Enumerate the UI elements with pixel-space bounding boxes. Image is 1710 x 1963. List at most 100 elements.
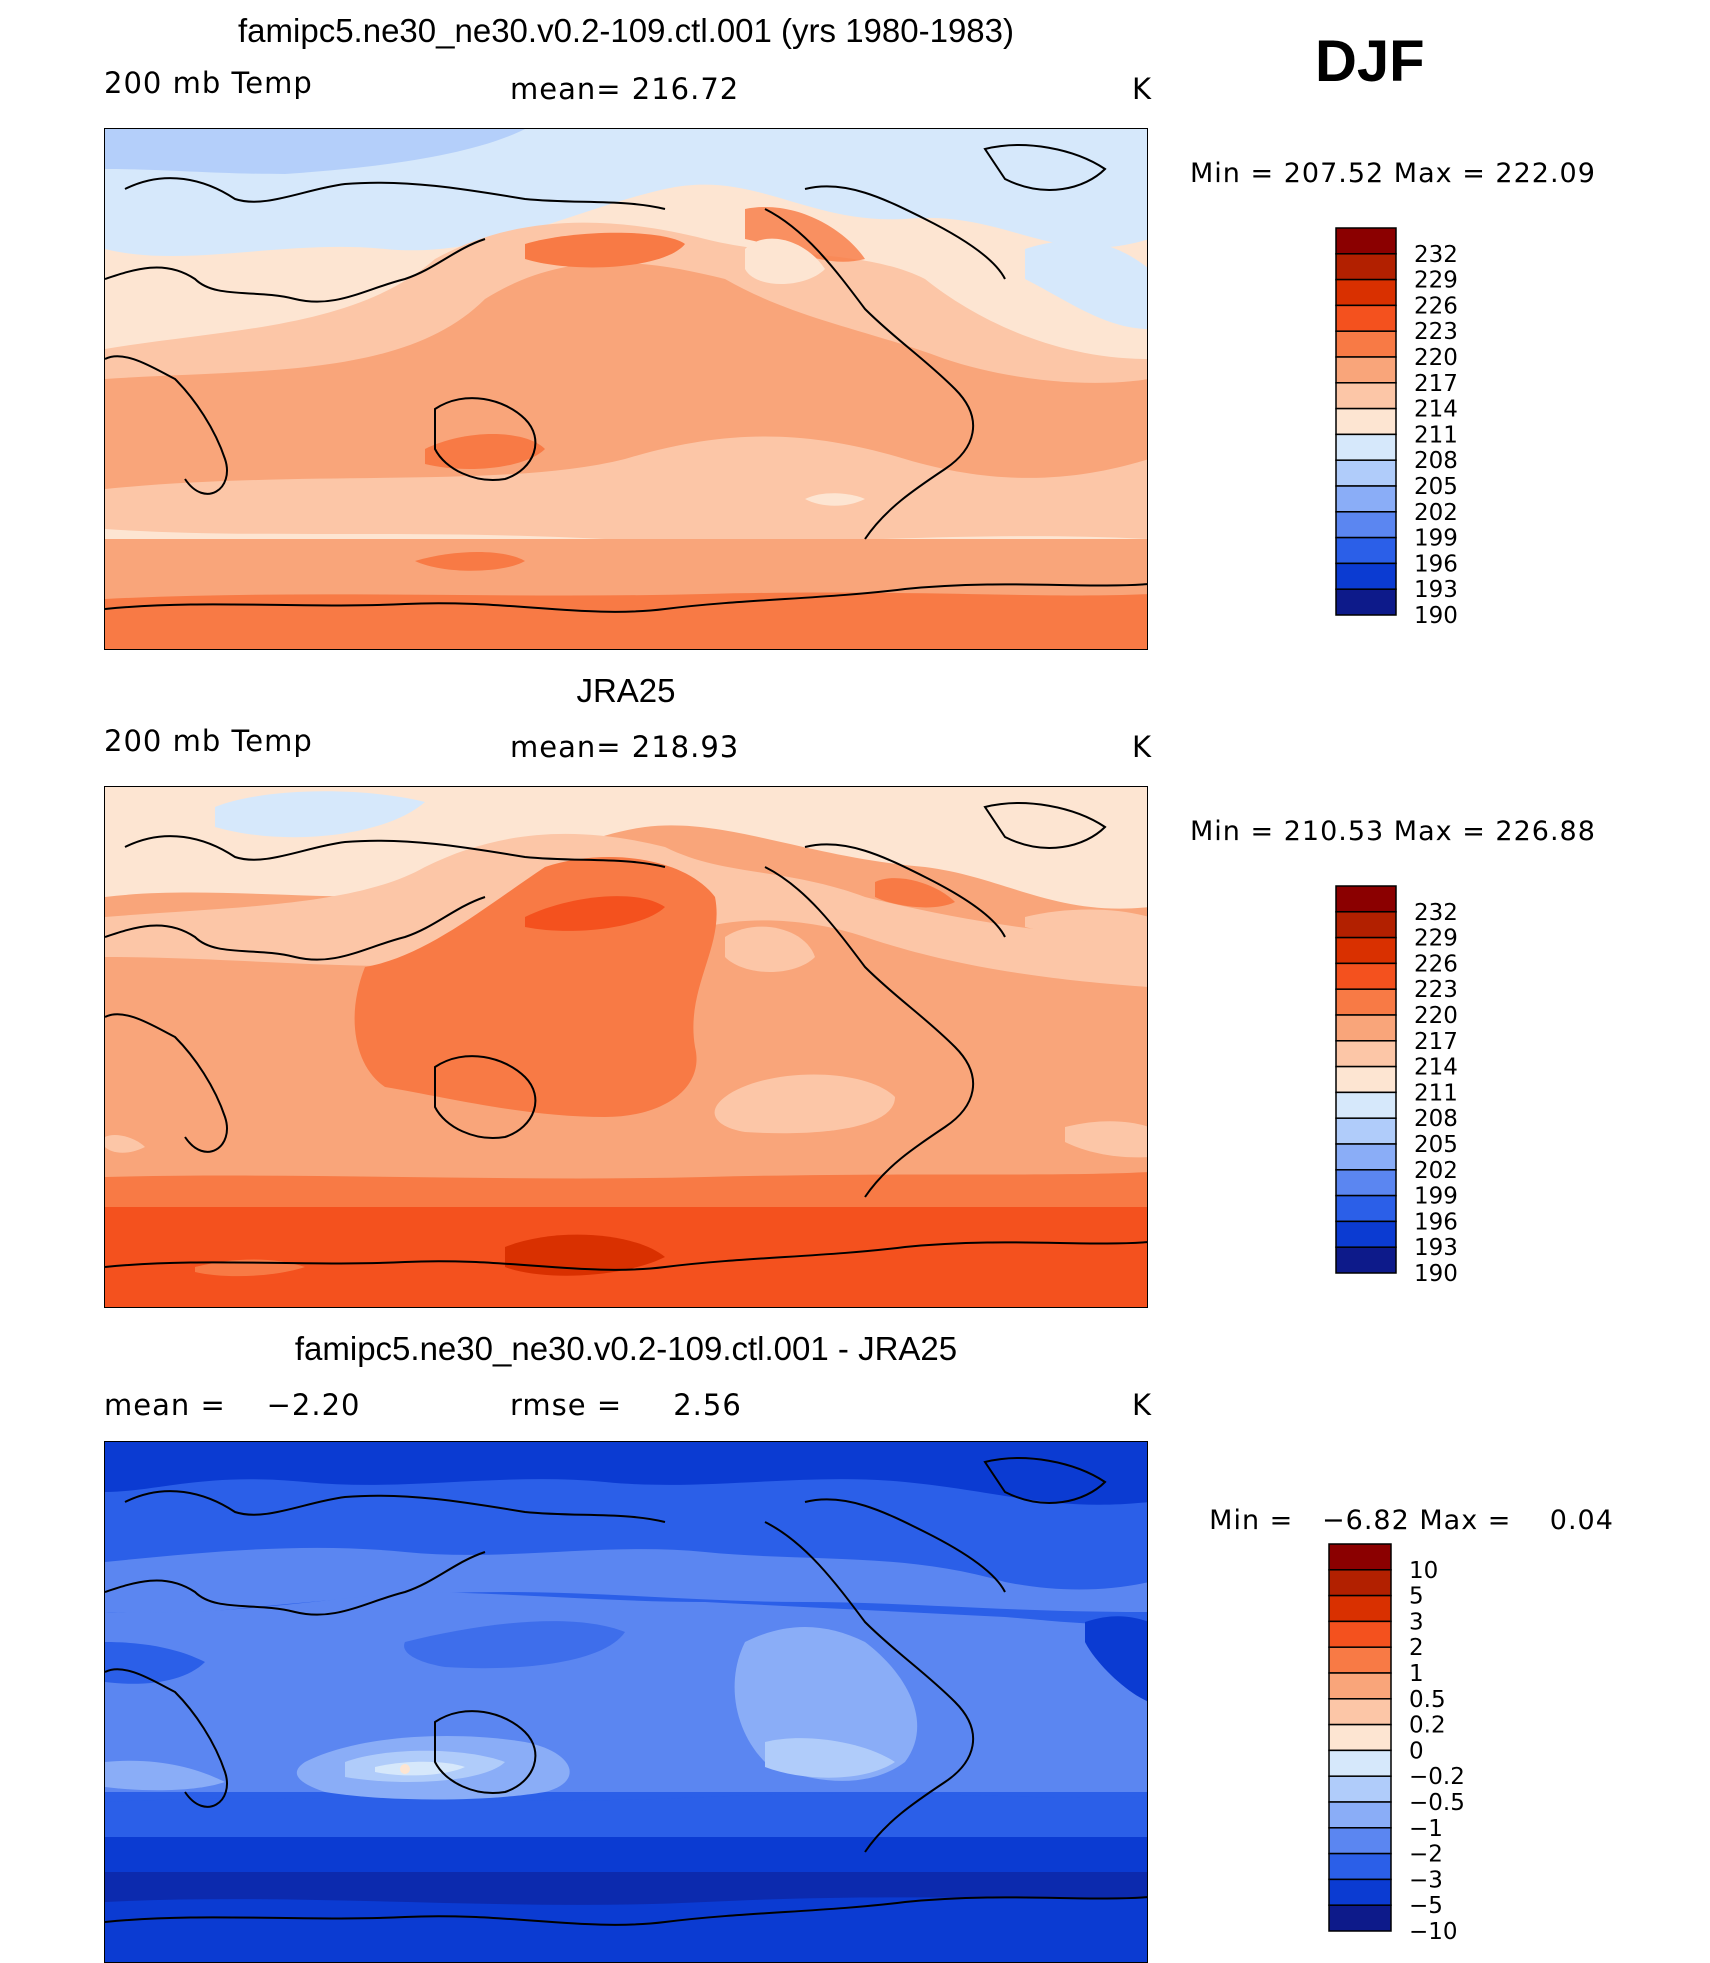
colorbar-3-tick-label: −0.5 [1409, 1790, 1465, 1816]
colorbar-2-box-10 [1335, 1143, 1397, 1171]
colorbar-2-box-14 [1335, 1246, 1397, 1274]
colorbar-2-box-0 [1335, 885, 1397, 913]
panel1-minmax: Min = 207.52 Max = 222.09 [1190, 158, 1596, 189]
colorbar-2-tick-label: 199 [1414, 1184, 1458, 1210]
panel2-map [104, 786, 1148, 1308]
colorbar-3-box-7 [1328, 1723, 1392, 1752]
colorbar-3-tick-label: −5 [1409, 1893, 1443, 1919]
colorbar-3-box-8 [1328, 1749, 1392, 1777]
colorbar-1-box-12 [1335, 536, 1397, 565]
panel3-coastlines [105, 1457, 1147, 1926]
colorbar-1-tick-label: 199 [1414, 526, 1458, 552]
colorbar-2-tick-label: 193 [1414, 1235, 1458, 1261]
colorbar-1-box-11 [1335, 511, 1397, 539]
colorbar-2-box-1 [1335, 911, 1397, 939]
panel3-colorbar: 10 5 3 2 1 0.5 0.2 0 −0.2 −0.5 −1 −2 −3 −5 −10 [1328, 1543, 1499, 1956]
colorbar-2-tick-label: 217 [1414, 1029, 1458, 1055]
colorbar-1-tick-label: 202 [1414, 500, 1458, 526]
panel2-contour-map [105, 787, 1147, 1307]
panel3-min: −6.82 [1322, 1505, 1410, 1536]
colorbar-3-box-12 [1328, 1852, 1392, 1881]
colorbar-3-tick-label: −10 [1409, 1919, 1458, 1945]
colorbar-3-tick-label: 0.5 [1409, 1687, 1446, 1713]
panel1-max: 222.09 [1495, 158, 1596, 189]
colorbar-2-box-11 [1335, 1169, 1397, 1197]
colorbar-1-tick-label: 223 [1414, 319, 1458, 345]
colorbar-3-tick-label: 5 [1409, 1584, 1424, 1610]
colorbar-1-box-9 [1335, 459, 1397, 487]
colorbar-2-tick-label: 211 [1414, 1080, 1458, 1106]
colorbar-1-box-6 [1335, 382, 1397, 410]
panel3-minmax: Min = −6.82 Max = 0.04 [1209, 1505, 1614, 1536]
colorbar-1-tick-label: 232 [1414, 242, 1458, 268]
panel3-mean: mean = −2.20 [104, 1388, 361, 1422]
colorbar-3-box-1 [1328, 1569, 1392, 1597]
colorbar-3-tick-label: 2 [1409, 1635, 1424, 1661]
colorbar-3-box-6 [1328, 1698, 1392, 1726]
panel3-contour-map [105, 1442, 1147, 1962]
colorbar-1-tick-label: 208 [1414, 448, 1458, 474]
panel2-minmax: Min = 210.53 Max = 226.88 [1190, 816, 1596, 847]
colorbar-2-tick-label: 214 [1414, 1055, 1458, 1081]
season-label: DJF [1315, 29, 1425, 94]
colorbar-1-box-3 [1335, 304, 1397, 332]
colorbar-3-box-13 [1328, 1878, 1392, 1906]
panel2-coastlines [105, 802, 1147, 1271]
colorbar-1-tick-label: 193 [1414, 577, 1458, 603]
panel1-colorbar: 232 229 226 223 220 217 214 211 208 205 202 199 196 1… [1335, 227, 1496, 640]
colorbar-3-box-5 [1328, 1672, 1392, 1700]
colorbar-3-box-14 [1328, 1904, 1392, 1932]
colorbar-1-box-8 [1335, 433, 1397, 461]
colorbar-1-box-4 [1335, 330, 1397, 358]
panel1-coastlines [105, 144, 1147, 613]
colorbar-3-box-3 [1328, 1620, 1392, 1648]
colorbar-2-tick-label: 226 [1414, 951, 1458, 977]
colorbar-2-box-7 [1335, 1065, 1397, 1094]
colorbar-2-tick-label: 202 [1414, 1158, 1458, 1184]
colorbar-2-box-6 [1335, 1040, 1397, 1068]
colorbar-3-box-2 [1328, 1594, 1392, 1623]
colorbar-3-tick-label: 0.2 [1409, 1713, 1446, 1739]
colorbar-3-tick-label: 1 [1409, 1661, 1424, 1687]
colorbar-2-tick-label: 229 [1414, 926, 1458, 952]
colorbar-1-tick-label: 226 [1414, 293, 1458, 319]
colorbar-2-box-4 [1335, 988, 1397, 1016]
panel2-max: 226.88 [1495, 816, 1596, 847]
colorbar-2-tick-label: 232 [1414, 900, 1458, 926]
colorbar-2-tick-label: 220 [1414, 1003, 1458, 1029]
colorbar-3-tick-label: 10 [1409, 1558, 1438, 1584]
colorbar-2-box-2 [1335, 936, 1397, 965]
colorbar-1-box-1 [1335, 253, 1397, 281]
colorbar-2-box-8 [1335, 1091, 1397, 1119]
colorbar-1-box-7 [1335, 407, 1397, 436]
colorbar-3-tick-label: −1 [1409, 1816, 1443, 1842]
colorbar-3-tick-label: 0 [1409, 1738, 1424, 1764]
panel2-units: K [1132, 730, 1153, 764]
colorbar-2-box-3 [1335, 962, 1397, 990]
colorbar-3-box-4 [1328, 1646, 1392, 1674]
colorbar-3-tick-label: −0.2 [1409, 1764, 1465, 1790]
colorbar-3-tick-label: −3 [1409, 1867, 1443, 1893]
colorbar-1-box-13 [1335, 562, 1397, 590]
panel3-map [104, 1441, 1148, 1963]
panel1-min: 207.52 [1283, 158, 1385, 189]
panel2-min: 210.53 [1283, 816, 1385, 847]
panel2-mean: mean= 218.93 [510, 730, 740, 764]
colorbar-1-box-10 [1335, 485, 1397, 513]
panel1-map [104, 128, 1148, 650]
colorbar-2-tick-label: 190 [1414, 1261, 1458, 1287]
colorbar-1-tick-label: 217 [1414, 371, 1458, 397]
colorbar-2-box-9 [1335, 1117, 1397, 1145]
colorbar-2-tick-label: 223 [1414, 977, 1458, 1003]
panel1-contour-map [105, 129, 1147, 649]
colorbar-2-box-12 [1335, 1194, 1397, 1223]
colorbar-1-tick-label: 196 [1414, 551, 1458, 577]
panel3-rmse: rmse = 2.56 [510, 1388, 742, 1422]
colorbar-1-tick-label: 214 [1414, 397, 1458, 423]
panel2-title: JRA25 [576, 672, 676, 709]
panel2-field-label: 200 mb Temp [104, 724, 313, 758]
colorbar-1-tick-label: 190 [1414, 603, 1458, 629]
colorbar-1-tick-label: 220 [1414, 345, 1458, 371]
panel1-title: famipc5.ne30_ne30.v0.2-109.ctl.001 (yrs … [238, 12, 1014, 49]
colorbar-2-tick-label: 208 [1414, 1106, 1458, 1132]
